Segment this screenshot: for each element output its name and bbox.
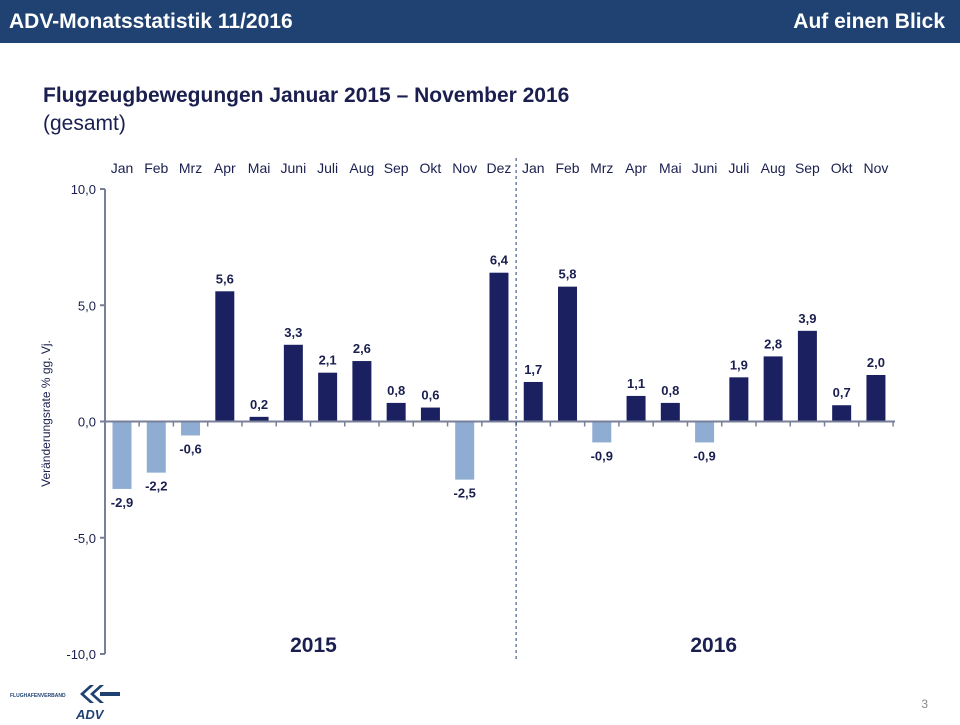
- chart-subtitle: (gesamt): [43, 112, 126, 135]
- x-tick-label: Juli: [728, 160, 749, 176]
- year-label-2016: 2016: [690, 634, 737, 657]
- data-label: -2,9: [111, 495, 133, 510]
- x-tick-label: Juni: [692, 160, 718, 176]
- x-tick-label: Juni: [281, 160, 307, 176]
- bar: [386, 402, 406, 422]
- bar: [283, 344, 303, 422]
- y-tick-label: 5,0: [78, 298, 96, 313]
- data-label: 3,3: [284, 325, 302, 340]
- x-tick-label: Feb: [555, 160, 579, 176]
- x-tick-label: Apr: [625, 160, 647, 176]
- data-label: 2,0: [867, 355, 885, 370]
- bar: [215, 291, 235, 422]
- data-label: -0,9: [591, 448, 613, 463]
- x-tick-label: Mrz: [179, 160, 202, 176]
- data-label: -2,2: [145, 479, 167, 494]
- data-label: 2,8: [764, 336, 782, 351]
- y-tick-label: 10,0: [71, 182, 96, 197]
- year-label-2015: 2015: [290, 634, 337, 657]
- x-tick-label: Aug: [761, 160, 786, 176]
- x-tick-label: Dez: [487, 160, 512, 176]
- x-tick-label: Sep: [384, 160, 409, 176]
- bar: [420, 407, 440, 422]
- data-label: 0,7: [833, 385, 851, 400]
- x-tick-label: Sep: [795, 160, 820, 176]
- bar: [626, 395, 646, 422]
- y-axis-label: Veränderungsrate % gg. Vj.: [39, 340, 53, 487]
- x-tick-label: Apr: [214, 160, 236, 176]
- data-label: -0,6: [179, 441, 201, 456]
- data-label: -0,9: [693, 448, 715, 463]
- bar: [729, 377, 749, 422]
- x-tick-label: Feb: [144, 160, 168, 176]
- x-tick-label: Juli: [317, 160, 338, 176]
- bar: [146, 421, 166, 473]
- x-tick-label: Mai: [248, 160, 271, 176]
- data-label: 1,7: [524, 362, 542, 377]
- chart-title: Flugzeugbewegungen Januar 2015 – Novembe…: [43, 84, 570, 107]
- svg-text:FLUGHAFENVERBAND: FLUGHAFENVERBAND: [10, 693, 66, 699]
- report-title: ADV-Monatsstatistik 11/2016: [9, 10, 293, 33]
- data-label: 3,9: [798, 311, 816, 326]
- bar: [318, 372, 338, 422]
- x-tick-label: Mrz: [590, 160, 613, 176]
- adv-logo: FLUGHAFENVERBAND ADV: [8, 680, 128, 725]
- data-label: 2,1: [319, 353, 337, 368]
- bar: [523, 381, 543, 422]
- bar: [558, 286, 578, 422]
- bar: [181, 421, 201, 436]
- x-tick-label: Okt: [831, 160, 853, 176]
- y-tick-label: -10,0: [66, 647, 96, 662]
- x-tick-label: Aug: [349, 160, 374, 176]
- bar: [866, 375, 886, 422]
- bar: [489, 272, 509, 422]
- section-title: Auf einen Blick: [793, 10, 945, 33]
- data-label: 6,4: [490, 253, 509, 268]
- page-number: 3: [921, 697, 928, 711]
- data-label: 5,8: [558, 267, 576, 282]
- x-tick-label: Nov: [452, 160, 477, 176]
- data-label: -2,5: [453, 486, 475, 501]
- data-label: 0,8: [661, 383, 679, 398]
- svg-text:ADV: ADV: [75, 707, 105, 720]
- data-label: 0,6: [421, 388, 439, 403]
- x-tick-label: Nov: [863, 160, 888, 176]
- bar: [352, 361, 372, 422]
- bar: [592, 421, 612, 443]
- data-label: 1,1: [627, 376, 645, 391]
- x-tick-label: Jan: [522, 160, 545, 176]
- bar: [763, 356, 783, 422]
- data-label: 0,2: [250, 397, 268, 412]
- header-bar: ADV-Monatsstatistik 11/2016 Auf einen Bl…: [0, 0, 960, 43]
- bar: [249, 416, 269, 422]
- x-tick-label: Mai: [659, 160, 682, 176]
- bar: [695, 421, 715, 443]
- bar: [832, 405, 852, 422]
- data-label: 5,6: [216, 271, 234, 286]
- bar: [660, 402, 680, 422]
- bar: [112, 421, 132, 489]
- bar: [455, 421, 475, 480]
- y-tick-label: -5,0: [74, 531, 96, 546]
- data-label: 0,8: [387, 383, 405, 398]
- bar: [797, 330, 817, 422]
- x-tick-label: Jan: [111, 160, 134, 176]
- y-tick-label: 0,0: [78, 415, 96, 430]
- data-label: 1,9: [730, 357, 748, 372]
- data-label: 2,6: [353, 341, 371, 356]
- x-tick-label: Okt: [420, 160, 442, 176]
